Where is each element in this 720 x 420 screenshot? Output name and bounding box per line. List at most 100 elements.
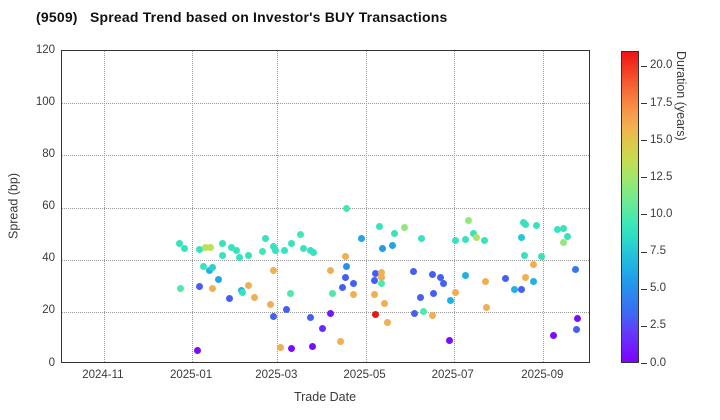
- y-tick-label: 80: [42, 147, 55, 160]
- x-gridline: [543, 51, 545, 362]
- data-point: [266, 301, 274, 309]
- y-tick-label: 100: [35, 95, 55, 108]
- data-point: [529, 278, 537, 286]
- x-tick-label: 2025-09: [521, 369, 564, 381]
- data-point: [418, 235, 426, 243]
- data-point: [538, 253, 546, 261]
- data-point: [343, 263, 351, 271]
- data-point: [429, 290, 437, 298]
- data-point: [390, 230, 398, 238]
- data-point: [341, 274, 349, 282]
- data-point: [296, 231, 304, 239]
- y-tick-label: 40: [42, 252, 55, 265]
- x-gridline: [277, 51, 279, 362]
- data-point: [205, 267, 213, 275]
- data-point: [276, 343, 284, 351]
- x-gridline: [453, 51, 455, 362]
- data-point: [521, 251, 528, 259]
- colorbar-tick-label: 2.5: [650, 319, 666, 332]
- colorbar-tick-label: 15.0: [650, 133, 673, 146]
- data-point: [401, 224, 409, 232]
- data-point: [377, 268, 385, 276]
- data-point: [269, 313, 277, 321]
- colorbar-tick: [641, 65, 647, 67]
- data-point: [181, 244, 189, 252]
- data-point: [554, 226, 562, 234]
- data-point: [357, 235, 365, 243]
- colorbar-tick-label: 7.5: [650, 245, 666, 258]
- x-tick-label: 2025-01: [169, 369, 213, 381]
- x-tick-label: 2024-11: [82, 369, 124, 381]
- data-point: [318, 325, 326, 333]
- data-point: [377, 274, 385, 282]
- data-point: [437, 274, 445, 282]
- data-point: [549, 332, 557, 340]
- data-point: [522, 221, 530, 229]
- data-point: [341, 253, 349, 261]
- data-point: [195, 245, 203, 253]
- data-point: [383, 319, 391, 327]
- data-point: [286, 290, 294, 298]
- data-point: [560, 225, 568, 233]
- data-point: [207, 244, 215, 252]
- data-point: [201, 244, 209, 252]
- data-point: [518, 233, 526, 241]
- data-point: [288, 344, 296, 352]
- data-point: [288, 239, 296, 247]
- data-point: [571, 266, 579, 274]
- data-point: [233, 247, 241, 255]
- data-point: [560, 239, 568, 247]
- y-tick-label: 0: [48, 356, 55, 369]
- data-point: [428, 311, 436, 319]
- y-gridline: [62, 311, 589, 313]
- data-point: [262, 235, 270, 243]
- data-point: [411, 309, 419, 317]
- data-point: [218, 239, 226, 247]
- colorbar-tick: [641, 251, 647, 253]
- data-point: [376, 223, 384, 231]
- data-point: [574, 315, 582, 323]
- data-point: [327, 309, 335, 317]
- data-point: [307, 314, 315, 322]
- data-point: [350, 291, 358, 299]
- x-tick-label: 2025-05: [343, 369, 386, 381]
- data-point: [309, 249, 317, 257]
- data-point: [564, 233, 572, 241]
- colorbar: [621, 51, 639, 363]
- data-point: [337, 338, 345, 346]
- data-point: [473, 233, 481, 241]
- data-point: [573, 326, 581, 334]
- data-point: [259, 248, 267, 256]
- x-gridline: [192, 51, 194, 362]
- data-point: [428, 271, 436, 279]
- data-point: [244, 281, 252, 289]
- y-gridline: [62, 103, 589, 105]
- data-point: [195, 283, 203, 291]
- data-point: [416, 293, 424, 301]
- colorbar-tick-label: 12.5: [650, 170, 673, 183]
- data-point: [328, 290, 336, 298]
- data-point: [372, 310, 380, 318]
- x-gridline: [103, 51, 105, 362]
- data-point: [282, 305, 290, 313]
- colorbar-tick: [641, 288, 647, 290]
- data-point: [175, 240, 183, 248]
- y-gridline: [62, 259, 589, 261]
- data-point: [529, 261, 537, 269]
- data-point: [510, 286, 518, 294]
- y-tick-label: 60: [42, 200, 55, 212]
- data-point: [343, 205, 351, 213]
- data-point: [502, 274, 510, 282]
- data-point: [177, 285, 185, 293]
- colorbar-label: Duration (years): [674, 51, 688, 141]
- data-point: [370, 291, 378, 299]
- y-gridline: [62, 207, 589, 209]
- data-point: [377, 280, 385, 288]
- data-point: [208, 264, 216, 272]
- data-point: [269, 243, 277, 251]
- data-point: [461, 236, 469, 244]
- colorbar-tick-label: 20.0: [650, 59, 673, 72]
- colorbar-tick: [641, 140, 647, 142]
- x-tick-label: 2025-03: [255, 369, 298, 381]
- data-point: [236, 254, 244, 262]
